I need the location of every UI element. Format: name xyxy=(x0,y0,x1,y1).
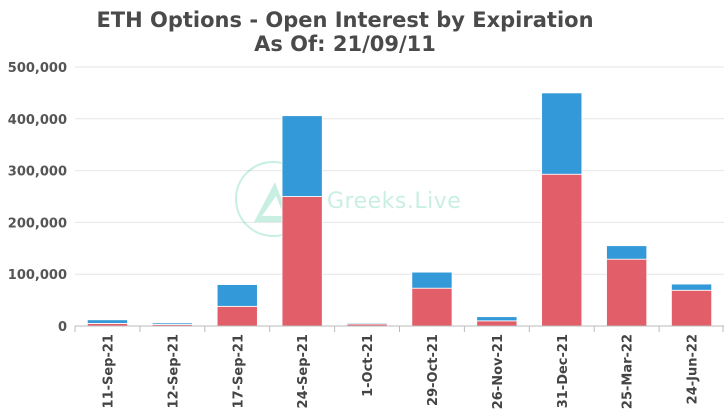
x-tick-label: 24-Jun-22 xyxy=(686,334,701,404)
watermark-text: Greeks.Live xyxy=(327,189,461,214)
bar-segment xyxy=(281,115,323,197)
chart-title: ETH Options - Open Interest by Expiratio… xyxy=(96,8,594,32)
bar-segment xyxy=(671,289,713,327)
bars xyxy=(86,92,713,327)
watermark-logo-icon xyxy=(254,182,290,222)
bar-segment xyxy=(151,322,193,325)
x-tick-label: 24-Sep-21 xyxy=(296,334,311,408)
bar-segment xyxy=(281,196,323,327)
bar-segment xyxy=(541,92,583,175)
bar-segment xyxy=(346,322,388,325)
x-tick-label: 11-Sep-21 xyxy=(101,334,116,408)
y-tick-label: 300,000 xyxy=(8,165,67,180)
x-tick-label: 29-Oct-21 xyxy=(426,334,441,406)
y-tick-label: 100,000 xyxy=(8,268,67,283)
y-tick-label: 500,000 xyxy=(8,61,67,76)
bar-segment xyxy=(671,283,713,291)
bar-segment xyxy=(541,173,583,327)
bar-segment xyxy=(606,258,648,327)
bar-segment xyxy=(411,271,453,289)
bar-segment xyxy=(86,319,128,324)
bar-segment xyxy=(216,305,258,327)
y-tick-label: 400,000 xyxy=(8,113,67,128)
bar-segment xyxy=(476,320,518,327)
bar-segment xyxy=(216,284,258,307)
chart-subtitle: As Of: 21/09/11 xyxy=(254,32,436,56)
x-tick-label: 25-Mar-22 xyxy=(621,334,636,409)
bar-segment xyxy=(411,287,453,327)
bar-segment xyxy=(476,316,518,322)
x-tick-label: 1-Oct-21 xyxy=(361,334,376,397)
x-tick-label: 31-Dec-21 xyxy=(556,334,571,408)
y-tick-label: 0 xyxy=(58,320,67,335)
x-tick-label: 26-Nov-21 xyxy=(491,334,506,409)
y-tick-label: 200,000 xyxy=(8,216,67,231)
watermark: Greeks.Live xyxy=(235,161,461,237)
x-tick-label: 17-Sep-21 xyxy=(231,334,246,408)
bar-segment xyxy=(606,245,648,260)
x-tick-label: 12-Sep-21 xyxy=(166,334,181,408)
grid-lines xyxy=(75,66,724,275)
axes: 0 100,000 200,000 300,000 400,000 500,000 11-S… xyxy=(8,61,724,409)
